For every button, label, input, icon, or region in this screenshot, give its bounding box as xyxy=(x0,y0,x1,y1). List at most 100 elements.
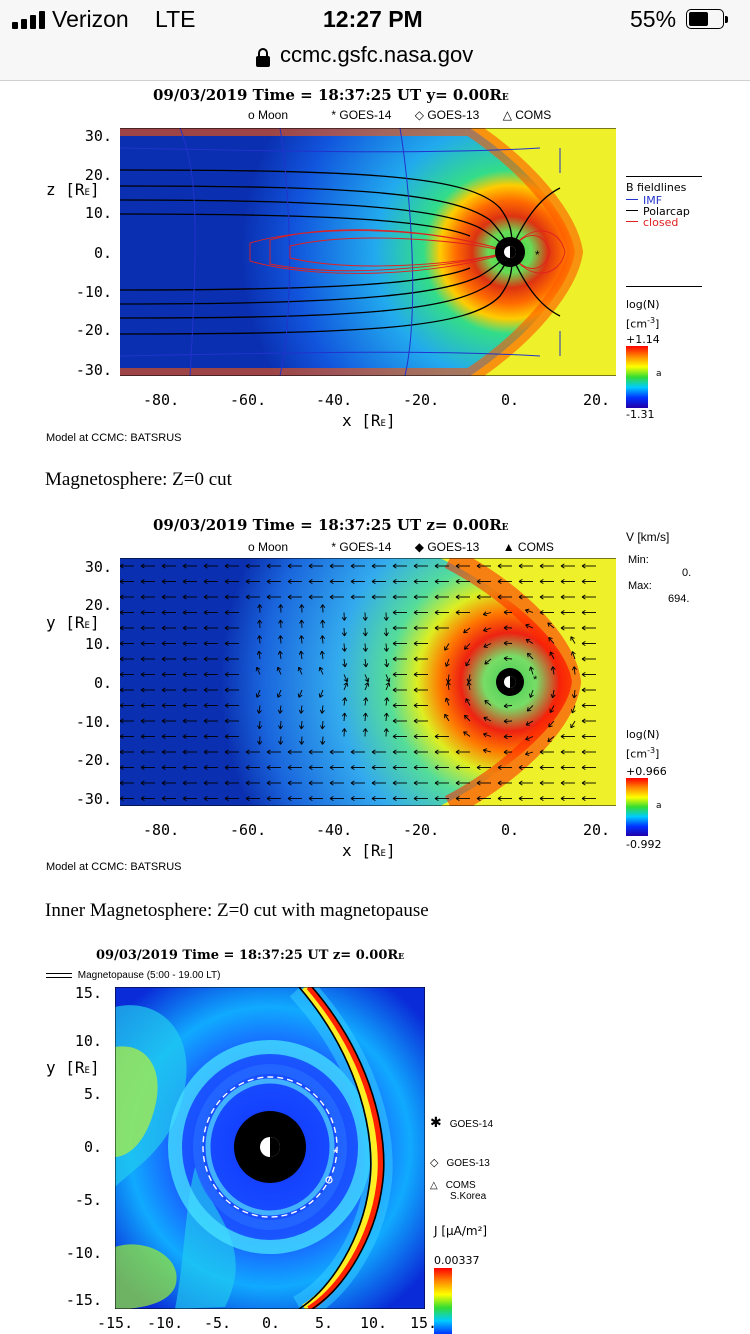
plot1-xtick: -80. xyxy=(143,391,180,409)
velocity-arrow-head xyxy=(319,709,323,714)
velocity-arrow-head xyxy=(476,596,481,600)
velocity-arrow-head xyxy=(560,780,565,784)
velocity-arrow-head xyxy=(465,698,470,701)
velocity-arrow-head xyxy=(140,702,145,706)
velocity-arrow-head xyxy=(120,720,124,724)
plot2-max-label: Max: xyxy=(628,580,652,592)
velocity-arrow-head xyxy=(570,636,575,639)
velocity-arrow-head xyxy=(392,658,397,662)
velocity-arrow-head xyxy=(140,687,145,691)
velocity-arrow-head xyxy=(266,749,271,753)
velocity-arrow xyxy=(570,636,576,644)
velocity-arrow-head xyxy=(161,565,166,569)
velocity-arrow-head xyxy=(455,594,460,598)
velocity-arrow-head xyxy=(346,682,349,687)
velocity-arrow-head xyxy=(455,795,460,799)
plot2-ytick: 10. xyxy=(84,635,112,653)
velocity-arrow-head xyxy=(581,687,586,691)
address-bar[interactable]: ccmc.gsfc.nasa.gov xyxy=(0,40,750,81)
velocity-arrow-head xyxy=(350,798,355,802)
velocity-arrow-head xyxy=(318,693,321,698)
velocity-arrow-head xyxy=(392,687,397,691)
velocity-arrow-head xyxy=(182,736,187,740)
velocity-arrow-head xyxy=(280,604,284,609)
velocity-arrow-head xyxy=(279,650,283,655)
velocity-arrow xyxy=(385,658,388,667)
velocity-arrow-head xyxy=(224,612,229,616)
velocity-arrow xyxy=(321,720,324,730)
velocity-arrow-head xyxy=(392,689,397,693)
velocity-arrow-head xyxy=(367,682,370,687)
velocity-arrow-head xyxy=(518,596,523,600)
velocity-arrow xyxy=(570,720,576,729)
velocity-arrow-head xyxy=(224,718,229,722)
velocity-arrow-head xyxy=(392,674,397,678)
legend-imf: IMF xyxy=(643,194,663,207)
marker-goes14: * GOES-14 xyxy=(331,108,392,122)
plot3-xtick: 5. xyxy=(315,1314,334,1332)
velocity-arrow xyxy=(256,689,261,698)
velocity-arrow-head xyxy=(581,736,586,740)
velocity-arrow-head xyxy=(278,740,281,745)
velocity-arrow-head xyxy=(161,627,166,631)
legend-polarcap: Polarcap xyxy=(643,205,690,218)
velocity-arrow-head xyxy=(413,658,418,662)
velocity-arrow-head xyxy=(224,764,229,768)
url-text[interactable]: ccmc.gsfc.nasa.gov xyxy=(280,42,474,67)
velocity-arrow xyxy=(343,712,346,722)
velocity-arrow-head xyxy=(344,663,348,668)
velocity-arrow-head xyxy=(224,736,229,740)
velocity-arrow-head xyxy=(266,798,271,802)
velocity-arrow xyxy=(364,658,367,667)
velocity-arrow xyxy=(258,720,261,730)
velocity-arrow xyxy=(364,712,367,722)
velocity-arrow-head xyxy=(581,596,586,600)
velocity-arrow-head xyxy=(413,609,418,613)
velocity-arrow-head xyxy=(258,635,263,639)
velocity-arrow-head xyxy=(581,563,586,567)
velocity-arrow-head xyxy=(224,689,229,693)
velocity-arrow-head xyxy=(581,798,586,802)
velocity-arrow-head xyxy=(224,767,229,771)
velocity-arrow-head xyxy=(371,767,376,771)
velocity-arrow-head xyxy=(434,565,439,569)
velocity-arrow xyxy=(385,682,390,691)
velocity-arrow-head xyxy=(182,578,187,582)
velocity-arrow-head xyxy=(497,780,502,784)
plot3-ytick: 10. xyxy=(74,1032,102,1050)
velocity-arrow-head xyxy=(299,619,302,624)
velocity-arrow-head xyxy=(140,751,145,755)
velocity-arrow-head xyxy=(341,648,346,652)
velocity-arrow-head xyxy=(367,677,370,682)
velocity-arrow-head xyxy=(224,563,229,567)
velocity-arrow-head xyxy=(483,717,487,722)
velocity-arrow-head xyxy=(371,578,376,582)
velocity-arrow-head xyxy=(161,671,166,675)
plot2-cbar-max: +0.966 xyxy=(626,765,667,778)
plot1-legend: B fieldlines IMF Polarcap closed xyxy=(626,176,702,229)
velocity-arrow-head xyxy=(413,625,418,629)
velocity-arrow-head xyxy=(287,565,292,569)
velocity-arrow-head xyxy=(203,702,208,706)
velocity-arrow-head xyxy=(482,611,487,615)
velocity-arrow-head xyxy=(203,767,208,771)
velocity-arrow-head xyxy=(392,751,397,755)
velocity-arrow-head xyxy=(322,604,326,609)
velocity-arrow-head xyxy=(455,612,460,616)
velocity-arrow-head xyxy=(342,697,346,701)
velocity-arrow-head xyxy=(392,627,397,631)
velocity-arrow-head xyxy=(182,563,187,567)
velocity-arrow-head xyxy=(120,687,124,691)
velocity-arrow-head xyxy=(392,581,397,585)
velocity-arrow-head xyxy=(120,689,124,693)
plot2-cbar-title: log(N) xyxy=(626,728,660,741)
velocity-arrow-head xyxy=(329,565,334,569)
velocity-arrow xyxy=(364,697,367,706)
velocity-arrow-head xyxy=(329,782,334,786)
velocity-arrow xyxy=(464,643,471,650)
plot2-xtick: 20. xyxy=(583,821,611,839)
velocity-arrow-head xyxy=(257,604,261,609)
velocity-arrow-head xyxy=(518,764,523,768)
velocity-arrow-head xyxy=(497,594,502,598)
velocity-arrow-head xyxy=(224,749,229,753)
